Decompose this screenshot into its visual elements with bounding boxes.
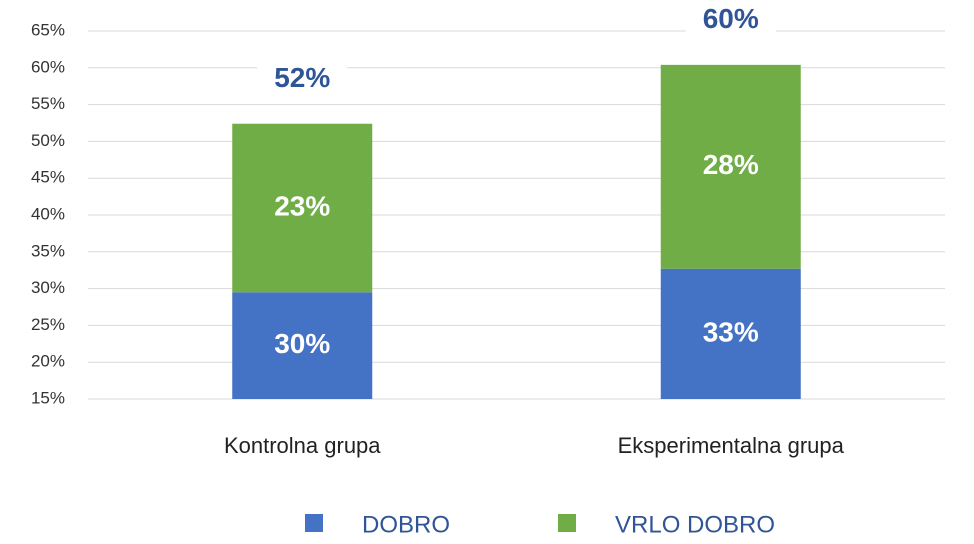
y-tick-label: 45% xyxy=(31,168,65,187)
bar-segment xyxy=(232,292,373,399)
bar-segment xyxy=(232,123,373,293)
data-label: 33% xyxy=(703,316,759,347)
data-label: 28% xyxy=(703,149,759,180)
data-label: 30% xyxy=(274,328,330,359)
legend-swatch xyxy=(305,514,323,532)
y-tick-label: 25% xyxy=(31,315,65,334)
y-tick-label: 40% xyxy=(31,204,65,223)
total-label: 60% xyxy=(703,3,759,34)
y-tick-label: 20% xyxy=(31,352,65,371)
total-label-bg xyxy=(685,2,776,39)
y-tick-label: 65% xyxy=(31,20,65,39)
legend-label: DOBRO xyxy=(362,511,450,538)
total-label-bg xyxy=(257,61,348,98)
bar-segment xyxy=(660,268,801,399)
y-tick-label: 60% xyxy=(31,57,65,76)
y-tick-label: 35% xyxy=(31,241,65,260)
data-label: 23% xyxy=(274,190,330,221)
total-label: 52% xyxy=(274,62,330,93)
y-tick-label: 50% xyxy=(31,131,65,150)
legend-label: VRLO DOBRO xyxy=(615,511,775,538)
x-tick-label: Eksperimentalna grupa xyxy=(618,433,845,458)
y-tick-label: 55% xyxy=(31,94,65,113)
bar-segment xyxy=(660,64,801,269)
legend-swatch xyxy=(558,514,576,532)
y-tick-label: 30% xyxy=(31,278,65,297)
y-tick-label: 15% xyxy=(31,388,65,407)
x-tick-label: Kontrolna grupa xyxy=(224,433,381,458)
